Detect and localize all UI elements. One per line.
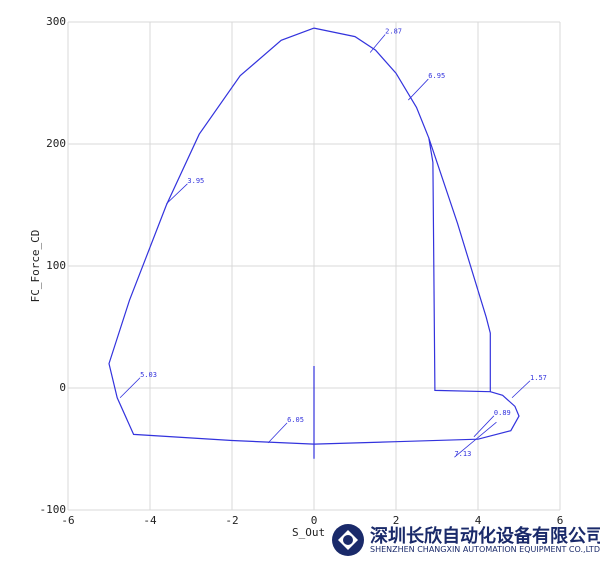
annotation-leader <box>511 380 531 399</box>
y-tick-label: 300 <box>46 15 66 28</box>
x-tick-label: 4 <box>475 514 482 527</box>
logo <box>332 524 364 556</box>
annotation-leader <box>166 183 188 205</box>
y-tick-label: 0 <box>59 381 66 394</box>
x-axis-label: S_Out <box>292 526 325 539</box>
x-tick-label: -2 <box>225 514 238 527</box>
y-axis-label: FC_Force_CD <box>29 230 42 303</box>
annotation: 5.03 <box>140 371 157 379</box>
annotation: 2.87 <box>385 28 402 36</box>
annotation: 6.95 <box>428 72 445 80</box>
x-tick-label: 6 <box>557 514 564 527</box>
y-tick-label: 200 <box>46 137 66 150</box>
annotation-leader <box>119 377 141 399</box>
annotation-leader <box>267 422 288 444</box>
x-tick-label: -6 <box>61 514 74 527</box>
annotation-leader <box>473 415 495 438</box>
y-tick-label: -100 <box>40 503 67 516</box>
company-name-en: SHENZHEN CHANGXIN AUTOMATION EQUIPMENT C… <box>370 545 600 554</box>
x-tick-label: -4 <box>143 514 157 527</box>
annotation-leader <box>408 78 429 101</box>
data-line <box>108 27 520 459</box>
annotation: 7.13 <box>454 450 471 458</box>
x-tick-label: 0 <box>311 514 318 527</box>
annotation: 1.57 <box>530 374 547 382</box>
watermark: 深圳长欣自动化设备有限公司 SHENZHEN CHANGXIN AUTOMATI… <box>330 520 600 560</box>
annotation-leader <box>369 34 386 53</box>
annotation: 0.89 <box>494 409 511 417</box>
annotation: 3.95 <box>187 177 204 185</box>
annotation: 6.05 <box>287 416 304 424</box>
y-tick-label: 100 <box>46 259 66 272</box>
company-name: 深圳长欣自动化设备有限公司 <box>370 526 600 547</box>
x-tick-label: 2 <box>393 514 400 527</box>
annotation-leader <box>454 421 497 458</box>
